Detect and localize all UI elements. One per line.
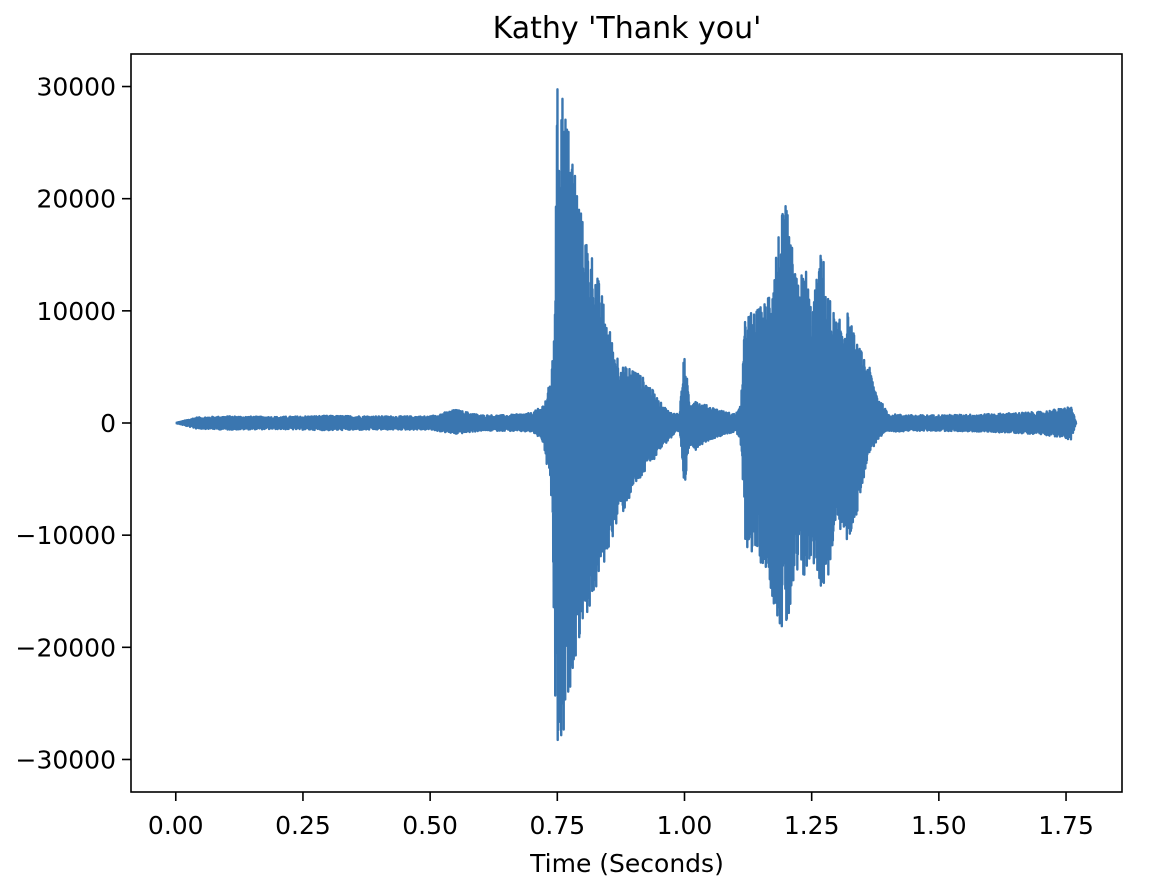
x-tick-label: 0.75 xyxy=(529,811,585,840)
plot-area xyxy=(174,88,1078,742)
y-tick-label: 20000 xyxy=(36,185,116,214)
x-tick-label: 0.25 xyxy=(275,811,331,840)
y-tick-label: −20000 xyxy=(16,633,116,662)
x-tick-label: 1.50 xyxy=(911,811,967,840)
y-tick-label: 30000 xyxy=(36,73,116,102)
waveform-line xyxy=(174,88,1078,742)
x-tick-label: 1.00 xyxy=(657,811,713,840)
y-tick-label: 10000 xyxy=(36,297,116,326)
y-tick-label: −10000 xyxy=(16,521,116,550)
x-tick-label: 1.25 xyxy=(784,811,840,840)
x-axis: 0.00 0.25 0.50 0.75 1.00 1.25 1.50 1.75 xyxy=(148,792,1094,840)
axes-frame xyxy=(130,53,1123,793)
x-tick-label: 0.50 xyxy=(402,811,458,840)
x-tick-label: 0.00 xyxy=(148,811,204,840)
y-tick-label: 0 xyxy=(100,409,116,438)
x-tick-label: 1.75 xyxy=(1038,811,1094,840)
x-axis-label: Time (Seconds) xyxy=(529,849,724,878)
y-tick-label: −30000 xyxy=(16,745,116,774)
chart-title: Kathy 'Thank you' xyxy=(493,11,762,46)
y-axis: −30000 −20000 −10000 0 10000 20000 30000 xyxy=(16,73,131,774)
